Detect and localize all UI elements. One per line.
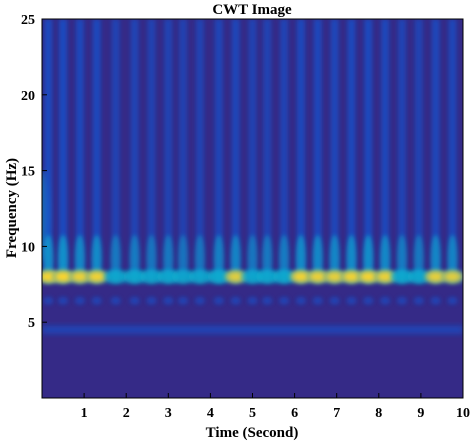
pulse-streak — [195, 19, 204, 277]
pulse-streak — [248, 19, 257, 277]
pulse-low-spot — [129, 296, 140, 305]
pulse-band-spot — [390, 269, 413, 284]
pulse-low-spot — [413, 296, 424, 305]
pulse-peak — [293, 272, 308, 281]
pulse-low-spot — [91, 296, 102, 305]
pulse-band-spot — [256, 269, 279, 284]
pulse-peak — [361, 272, 376, 281]
pulse-band-spot — [188, 269, 211, 284]
pulse-streak — [381, 19, 390, 277]
x-tick-label: 1 — [81, 406, 88, 421]
pulse-streak — [296, 19, 305, 277]
pulse-peak — [310, 272, 325, 281]
y-tick-label: 20 — [21, 89, 35, 104]
pulse-streak — [347, 19, 356, 277]
pulse-peak — [428, 272, 443, 281]
pulse-streak — [231, 19, 240, 277]
pulse-low-spot — [163, 296, 174, 305]
pulse-low-spot — [213, 296, 224, 305]
pulse-streak — [179, 19, 188, 277]
pulse-streak — [364, 19, 373, 277]
pulse-streak — [397, 19, 406, 277]
pulse-band-spot — [207, 269, 230, 284]
pulse-low-spot — [247, 296, 258, 305]
pulse-streak — [111, 19, 120, 277]
chart-title: CWT Image — [212, 2, 292, 18]
pulse-low-spot — [110, 296, 121, 305]
x-tick-label: 9 — [417, 406, 424, 421]
pulse-streak — [280, 19, 289, 277]
pulse-peak — [42, 272, 56, 281]
pulse-band-spot — [123, 269, 146, 284]
pulse-peak — [344, 272, 359, 281]
pulse-peak — [72, 272, 87, 281]
pulse-low-spot — [279, 296, 290, 305]
x-axis: 1 2 3 4 5 6 7 8 9 10 — [81, 393, 470, 421]
pulse-low-spot — [230, 296, 241, 305]
pulse-band-spot — [104, 269, 127, 284]
pulse-peak — [445, 272, 460, 281]
pulse-band-spot — [172, 269, 195, 284]
y-tick-label: 15 — [21, 165, 35, 180]
pulse-low-spot — [396, 296, 407, 305]
pulse-peak — [228, 272, 243, 281]
pulse-streak — [214, 19, 223, 277]
pulse-streak — [147, 19, 156, 277]
pulse-low-spot — [194, 296, 205, 305]
pulse-low-spot — [43, 296, 54, 305]
x-tick-label: 5 — [249, 406, 256, 421]
pulse-peak — [378, 272, 393, 281]
pulse-streak — [130, 19, 139, 277]
pulse-streak — [330, 19, 339, 277]
y-tick-label: 25 — [21, 13, 35, 28]
pulse-band-spot — [407, 269, 430, 284]
y-tick-label: 10 — [21, 240, 35, 255]
pulse-low-spot — [58, 296, 69, 305]
pulse-streak — [164, 19, 173, 277]
pulse-band-spot — [273, 269, 296, 284]
x-tick-label: 7 — [333, 406, 340, 421]
pulse-streak — [59, 19, 68, 277]
x-tick-label: 3 — [165, 406, 172, 421]
y-axis: 5 10 15 20 25 — [21, 13, 47, 331]
pulse-streak — [431, 19, 440, 277]
pulse-low-spot — [312, 296, 323, 305]
pulse-low-spot — [146, 296, 157, 305]
pulse-peak — [327, 272, 342, 281]
x-tick-label: 2 — [123, 406, 130, 421]
pulse-low-spot — [447, 296, 458, 305]
pulse-streak — [92, 19, 101, 277]
pulse-low-spot — [329, 296, 340, 305]
pulse-peak — [89, 272, 104, 281]
pulse-low-spot — [430, 296, 441, 305]
x-axis-label: Time (Second) — [206, 425, 299, 441]
y-tick-label: 5 — [28, 316, 35, 331]
pulse-low-spot — [363, 296, 374, 305]
secondary-band — [42, 325, 463, 334]
x-tick-label: 4 — [207, 406, 214, 421]
pulse-streak — [75, 19, 84, 277]
pulse-streak — [44, 19, 53, 277]
pulse-low-spot — [295, 296, 306, 305]
pulse-streak — [313, 19, 322, 277]
pulse-low-spot — [74, 296, 85, 305]
x-tick-label: 10 — [456, 406, 470, 421]
pulse-peak — [56, 272, 71, 281]
pulse-low-spot — [178, 296, 189, 305]
heatmap-layer — [42, 19, 463, 334]
y-axis-label: Frequency (Hz) — [4, 158, 20, 258]
x-tick-label: 8 — [375, 406, 382, 421]
pulse-low-spot — [346, 296, 357, 305]
pulse-band-spot — [140, 269, 163, 284]
x-tick-label: 6 — [291, 406, 298, 421]
pulse-low-spot — [262, 296, 273, 305]
pulse-streak — [414, 19, 423, 277]
pulse-streak — [263, 19, 272, 277]
pulse-low-spot — [380, 296, 391, 305]
pulse-streak — [448, 19, 457, 277]
